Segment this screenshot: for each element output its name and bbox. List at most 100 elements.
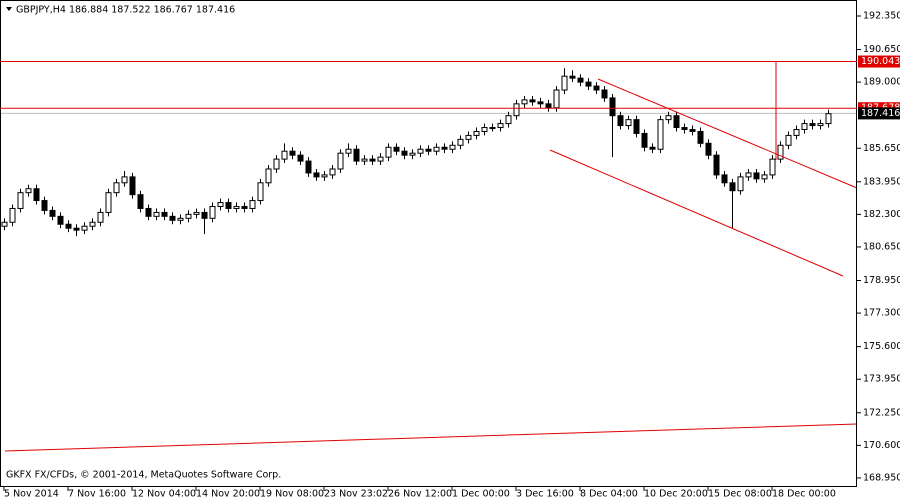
channel-lower [549,149,844,277]
candle-body [729,182,736,192]
candle-body [217,202,224,207]
candle-body [785,134,792,146]
candle-body [825,113,832,125]
candle-body [585,81,592,87]
candle-body [649,146,656,150]
candle-body [145,207,152,217]
x-tick-label: 14 Nov 20:00 [196,489,260,500]
candle-body [593,85,600,91]
candle-body [89,221,96,227]
y-tick-label: 172.250 [863,407,900,418]
candle-body [473,130,480,136]
candle-body [185,213,192,219]
y-tick-label: 182.300 [863,209,900,220]
candle-body [49,209,56,217]
candle-body [33,188,40,202]
candle-body [505,115,512,125]
candle-body [809,123,816,127]
candle-body [609,97,616,117]
candle-body [801,123,808,130]
candle-body [761,174,768,180]
candle-body [73,227,80,231]
candle-body [641,132,648,148]
x-tick-label: 18 Dec 00:00 [772,489,836,500]
candle-body [329,168,336,176]
candle-body [305,160,312,174]
candle-body [465,134,472,140]
candle-body [601,89,608,99]
candle-body [433,146,440,152]
level-price-box [858,55,900,68]
candle-body [177,217,184,221]
candle-body [281,150,288,160]
candle-body [289,150,296,156]
candle-body [369,158,376,162]
candle-body [241,205,248,209]
y-tick-label: 168.950 [863,472,900,483]
x-tick-label: 26 Nov 12:00 [388,489,452,500]
candle-body [25,188,32,194]
candle-body [521,99,528,105]
candle-body [361,158,368,162]
candle-body [41,200,48,211]
candle-body [577,77,584,83]
candle-body [153,211,160,217]
candle-body [17,192,24,209]
candle-body [121,176,128,184]
candle-body [321,174,328,178]
y-tick-label: 178.950 [863,275,900,286]
candle-body [697,130,704,144]
candle-body [553,89,560,109]
candle-body [313,172,320,178]
candle-body [617,115,624,127]
candle-body [713,154,720,176]
channel-upper [597,78,858,189]
candle-body [673,115,680,129]
candle-body [201,211,208,219]
candle-body [457,138,464,146]
candle-body [401,150,408,156]
candle-body [497,123,504,129]
candle-body [537,101,544,105]
candle-body [393,146,400,152]
last-price-box [858,107,900,120]
candle-body [385,146,392,158]
chart-title: GBPJPY,H4 186.884 187.522 186.767 187.41… [16,5,235,16]
candle-body [657,119,664,150]
plot-border [0,0,857,487]
y-tick-label: 170.600 [863,440,900,451]
candle-body [745,172,752,178]
candle-body [9,207,16,223]
candle-body [705,142,712,156]
menu-arrow [6,7,12,11]
candle-body [545,103,552,109]
candle-body [65,223,72,229]
copyright: GKFX FX/CFDs, © 2001-2014, MetaQuotes So… [6,470,281,481]
candle-body [441,146,448,150]
x-tick-label: 19 Nov 08:00 [260,489,324,500]
candle-body [113,182,120,194]
y-tick-label: 177.300 [863,308,900,319]
candle-body [345,148,352,154]
candle-body [625,119,632,127]
candle-body [193,211,200,215]
candle-body [721,174,728,184]
candle-body [481,127,488,132]
plot-area [0,68,857,237]
candle-body [409,152,416,156]
candle-body [753,172,760,180]
candle-body [793,128,800,136]
candle-body [1,221,8,227]
y-tick-label: 180.650 [863,241,900,252]
y-tick-label: 189.000 [863,77,900,88]
candle-body [57,215,64,225]
x-tick-label: 1 Dec 00:00 [452,489,510,500]
candle-body [377,156,384,162]
candle-body [97,211,104,223]
candle-body [449,144,456,150]
y-tick-label: 175.600 [863,341,900,352]
candle-body [129,176,136,196]
candle-body [353,148,360,162]
